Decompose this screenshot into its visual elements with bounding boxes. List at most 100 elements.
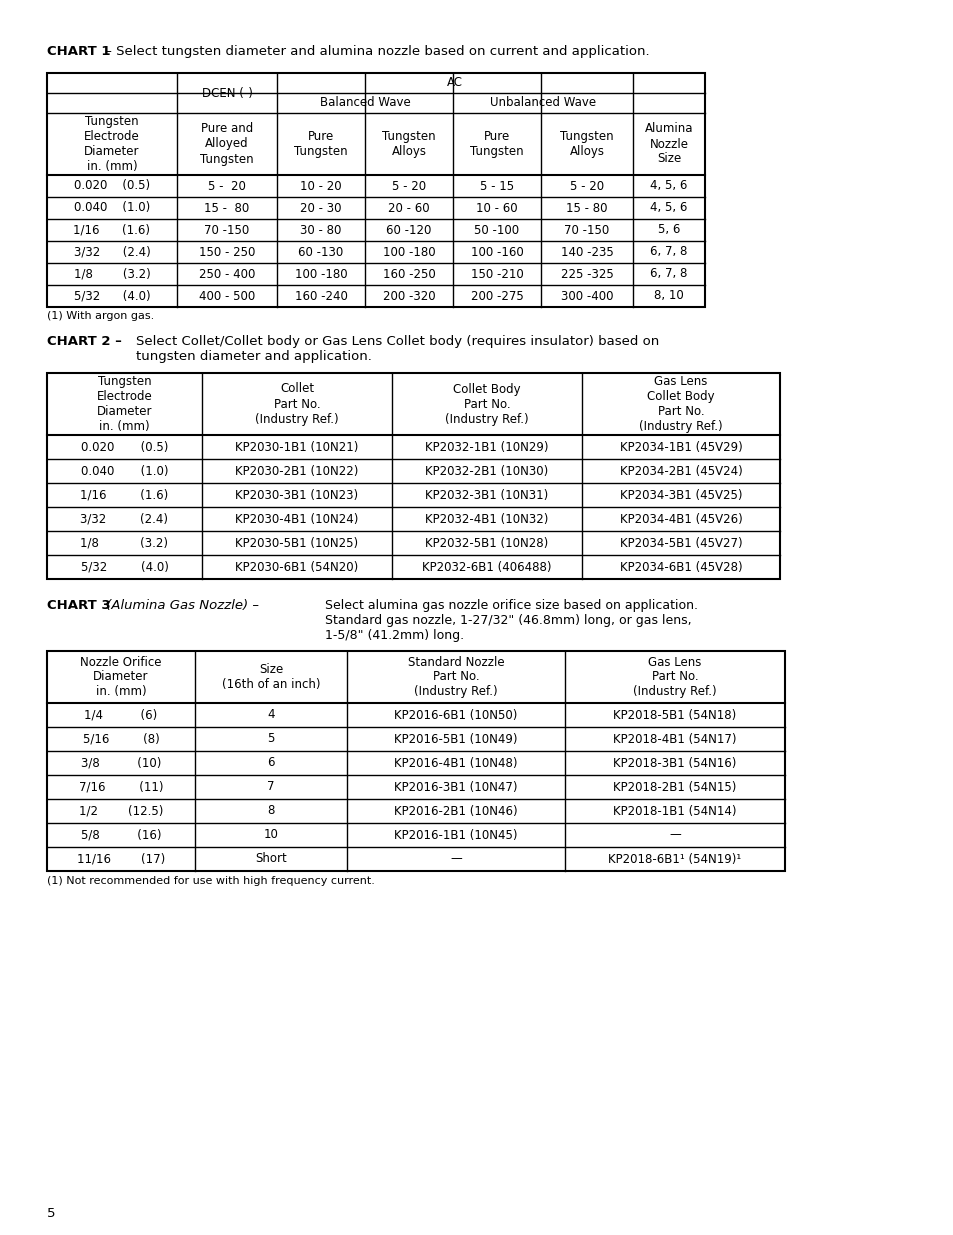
Text: 5 - 20: 5 - 20 [569, 179, 603, 193]
Text: KP2018-6B1¹ (54N19)¹: KP2018-6B1¹ (54N19)¹ [608, 852, 740, 866]
Text: KP2030-2B1 (10N22): KP2030-2B1 (10N22) [235, 464, 358, 478]
Text: KP2032-3B1 (10N31): KP2032-3B1 (10N31) [425, 489, 548, 501]
Text: KP2034-4B1 (45V26): KP2034-4B1 (45V26) [619, 513, 741, 526]
Text: 140 -235: 140 -235 [560, 246, 613, 258]
Text: CHART 3: CHART 3 [47, 599, 111, 613]
Text: 4, 5, 6: 4, 5, 6 [650, 201, 687, 215]
Text: KP2030-3B1 (10N23): KP2030-3B1 (10N23) [235, 489, 358, 501]
Text: Select Collet/Collet body or Gas Lens Collet body (requires insulator) based on
: Select Collet/Collet body or Gas Lens Co… [119, 335, 659, 363]
Text: Short: Short [254, 852, 287, 866]
Text: Nozzle Orifice
Diameter
in. (mm): Nozzle Orifice Diameter in. (mm) [80, 656, 162, 699]
Text: 0.040    (1.0): 0.040 (1.0) [73, 201, 150, 215]
Text: 50 -100: 50 -100 [474, 224, 519, 236]
Text: 15 - 80: 15 - 80 [566, 201, 607, 215]
Text: 300 -400: 300 -400 [560, 289, 613, 303]
Text: DCEN (-): DCEN (-) [201, 86, 253, 100]
Text: 5/32      (4.0): 5/32 (4.0) [73, 289, 151, 303]
Text: Tungsten
Alloys: Tungsten Alloys [382, 130, 436, 158]
Text: 6: 6 [267, 757, 274, 769]
Text: KP2018-1B1 (54N14): KP2018-1B1 (54N14) [613, 804, 736, 818]
Text: KP2034-6B1 (45V28): KP2034-6B1 (45V28) [619, 561, 741, 573]
Text: 400 - 500: 400 - 500 [198, 289, 254, 303]
Text: 4: 4 [267, 709, 274, 721]
Text: 100 -180: 100 -180 [294, 268, 347, 280]
Text: 100 -180: 100 -180 [382, 246, 435, 258]
Text: – Select tungsten diameter and alumina nozzle based on current and application.: – Select tungsten diameter and alumina n… [101, 44, 649, 58]
Text: KP2030-5B1 (10N25): KP2030-5B1 (10N25) [235, 536, 358, 550]
Text: KP2034-5B1 (45V27): KP2034-5B1 (45V27) [619, 536, 741, 550]
Text: KP2016-1B1 (10N45): KP2016-1B1 (10N45) [394, 829, 517, 841]
Text: (1) Not recommended for use with high frequency current.: (1) Not recommended for use with high fr… [47, 876, 375, 885]
Text: KP2032-4B1 (10N32): KP2032-4B1 (10N32) [425, 513, 548, 526]
Text: 5: 5 [47, 1207, 55, 1220]
Text: Alumina
Nozzle
Size: Alumina Nozzle Size [644, 122, 693, 165]
Text: 6, 7, 8: 6, 7, 8 [650, 246, 687, 258]
Text: 20 - 30: 20 - 30 [300, 201, 341, 215]
Text: 10: 10 [263, 829, 278, 841]
Text: (Alumina Gas Nozzle) –: (Alumina Gas Nozzle) – [102, 599, 258, 613]
Text: 150 -210: 150 -210 [470, 268, 523, 280]
Text: (1) With argon gas.: (1) With argon gas. [47, 311, 154, 321]
Text: 8, 10: 8, 10 [654, 289, 683, 303]
Text: KP2034-2B1 (45V24): KP2034-2B1 (45V24) [619, 464, 741, 478]
Text: KP2030-4B1 (10N24): KP2030-4B1 (10N24) [235, 513, 358, 526]
Text: 0.020    (0.5): 0.020 (0.5) [74, 179, 150, 193]
Text: 200 -275: 200 -275 [470, 289, 523, 303]
Text: KP2030-1B1 (10N21): KP2030-1B1 (10N21) [235, 441, 358, 453]
Text: 60 -120: 60 -120 [386, 224, 432, 236]
Text: 100 -160: 100 -160 [470, 246, 523, 258]
Text: 250 - 400: 250 - 400 [198, 268, 254, 280]
Text: 5 - 20: 5 - 20 [392, 179, 426, 193]
Text: KP2034-1B1 (45V29): KP2034-1B1 (45V29) [619, 441, 741, 453]
Text: 5/8          (16): 5/8 (16) [81, 829, 161, 841]
Text: KP2032-1B1 (10N29): KP2032-1B1 (10N29) [425, 441, 548, 453]
Text: 30 - 80: 30 - 80 [300, 224, 341, 236]
Text: 1/4          (6): 1/4 (6) [84, 709, 157, 721]
Text: KP2034-3B1 (45V25): KP2034-3B1 (45V25) [619, 489, 741, 501]
Bar [47, 373, 780, 579]
Text: 15 -  80: 15 - 80 [204, 201, 250, 215]
Text: AC: AC [447, 77, 462, 89]
Text: 11/16        (17): 11/16 (17) [77, 852, 165, 866]
Text: CHART 2 –: CHART 2 – [47, 335, 122, 348]
Text: 5, 6: 5, 6 [658, 224, 679, 236]
Bar [47, 651, 784, 871]
Text: 10 - 20: 10 - 20 [300, 179, 341, 193]
Text: 160 -240: 160 -240 [294, 289, 347, 303]
Text: KP2016-3B1 (10N47): KP2016-3B1 (10N47) [394, 781, 517, 794]
Text: 200 -320: 200 -320 [382, 289, 435, 303]
Text: Gas Lens
Collet Body
Part No.
(Industry Ref.): Gas Lens Collet Body Part No. (Industry … [639, 375, 722, 433]
Text: Gas Lens
Part No.
(Industry Ref.): Gas Lens Part No. (Industry Ref.) [633, 656, 716, 699]
Text: KP2032-5B1 (10N28): KP2032-5B1 (10N28) [425, 536, 548, 550]
Text: Size
(16th of an inch): Size (16th of an inch) [221, 663, 320, 692]
Text: 8: 8 [267, 804, 274, 818]
Text: KP2032-6B1 (406488): KP2032-6B1 (406488) [422, 561, 551, 573]
Text: Tungsten
Electrode
Diameter
in. (mm): Tungsten Electrode Diameter in. (mm) [96, 375, 152, 433]
Text: Collet Body
Part No.
(Industry Ref.): Collet Body Part No. (Industry Ref.) [445, 383, 528, 426]
Text: 3/8          (10): 3/8 (10) [81, 757, 161, 769]
Text: KP2018-4B1 (54N17): KP2018-4B1 (54N17) [613, 732, 736, 746]
Text: KP2016-4B1 (10N48): KP2016-4B1 (10N48) [394, 757, 517, 769]
Text: —: — [668, 829, 680, 841]
Text: 5: 5 [267, 732, 274, 746]
Text: 5 -  20: 5 - 20 [208, 179, 246, 193]
Text: 70 -150: 70 -150 [564, 224, 609, 236]
Text: 1/16      (1.6): 1/16 (1.6) [73, 224, 151, 236]
Text: KP2032-2B1 (10N30): KP2032-2B1 (10N30) [425, 464, 548, 478]
Text: Select alumina gas nozzle orifice size based on application.
     Standard gas n: Select alumina gas nozzle orifice size b… [305, 599, 698, 642]
Text: 7: 7 [267, 781, 274, 794]
Text: 3/32         (2.4): 3/32 (2.4) [80, 513, 169, 526]
Text: 0.020       (0.5): 0.020 (0.5) [81, 441, 168, 453]
Text: 150 - 250: 150 - 250 [198, 246, 254, 258]
Text: KP2016-2B1 (10N46): KP2016-2B1 (10N46) [394, 804, 517, 818]
Text: Tungsten
Alloys: Tungsten Alloys [559, 130, 613, 158]
Text: KP2018-3B1 (54N16): KP2018-3B1 (54N16) [613, 757, 736, 769]
Text: 60 -130: 60 -130 [298, 246, 343, 258]
Bar [47, 73, 704, 308]
Text: KP2016-6B1 (10N50): KP2016-6B1 (10N50) [394, 709, 517, 721]
Text: 10 - 60: 10 - 60 [476, 201, 517, 215]
Text: 1/8           (3.2): 1/8 (3.2) [80, 536, 169, 550]
Text: 225 -325: 225 -325 [560, 268, 613, 280]
Text: Pure and
Alloyed
Tungsten: Pure and Alloyed Tungsten [200, 122, 253, 165]
Text: 1/8        (3.2): 1/8 (3.2) [73, 268, 151, 280]
